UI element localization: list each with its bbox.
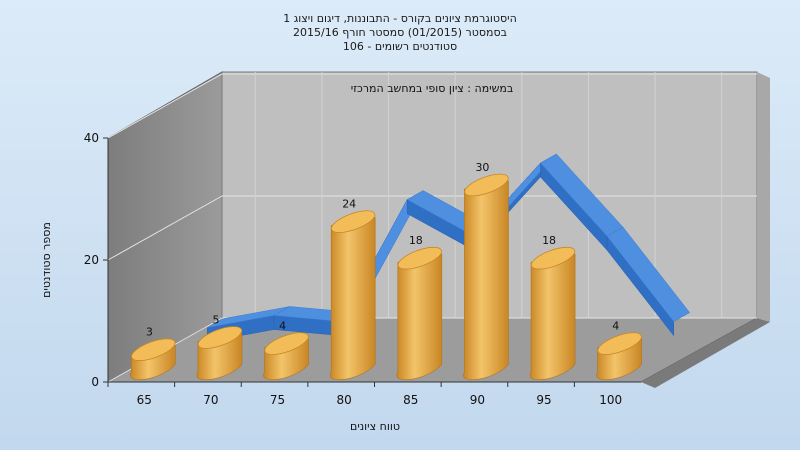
data-label-85: 18 (409, 234, 423, 247)
x-tick-label-1: 70 (203, 393, 218, 407)
data-label-100: 4 (612, 320, 619, 333)
data-label-95: 18 (542, 234, 556, 247)
bar-top-70 (197, 326, 243, 349)
bar-80 (329, 210, 376, 381)
bars-layer (129, 173, 642, 381)
x-tick-label-7: 100 (599, 393, 622, 407)
data-labels-layer: 3 5 4 24 18 30 18 4 (146, 161, 619, 339)
bar-top-65 (131, 338, 176, 361)
data-label-90: 30 (475, 161, 489, 174)
chart-title-line-1: היסטוגרמת ציונים בקורס - התבוננות, דיגום… (283, 12, 517, 25)
bar-75 (263, 332, 309, 381)
floor-edge (641, 318, 770, 388)
x-tick-label-6: 95 (536, 393, 551, 407)
data-label-65: 3 (146, 326, 153, 339)
x-tick-label-4: 85 (403, 393, 418, 407)
gridline-side-2 (107, 73, 223, 139)
bar-top-100 (597, 332, 642, 355)
x-tick-label-5: 90 (470, 393, 485, 407)
bar-70 (196, 326, 243, 381)
y-axis-title: מספר סטודנטים (40, 222, 53, 298)
data-label-80: 24 (342, 198, 356, 211)
bar-top-85 (397, 246, 442, 270)
y-tick-label-1: 20 (84, 253, 99, 267)
ribbon-top-segment-6 (606, 226, 691, 322)
x-tick-label-2: 75 (270, 393, 285, 407)
x-axis-title: טווח ציונים (350, 420, 400, 433)
bar-top-80 (331, 210, 376, 233)
bar-65 (129, 338, 176, 381)
bar-85 (396, 246, 443, 381)
data-label-70: 5 (212, 314, 219, 327)
bar-90 (463, 173, 509, 381)
bar-body-85 (396, 253, 443, 381)
chart-annotation: במשימה : ציון סופי במחשב המרכזי (351, 82, 514, 95)
data-label-75: 4 (279, 320, 286, 333)
chart-title-line-3: סטודנטים רשומים - 106 (343, 40, 457, 53)
bar-body-95 (529, 253, 576, 381)
chart-title-line-2: בסמסטר (01/2015) סמסטר חורף 2015/16 (293, 26, 507, 39)
x-tick-label-3: 80 (337, 393, 352, 407)
bar-top-90 (464, 173, 509, 197)
bar-top-95 (530, 246, 576, 270)
bar-100 (596, 332, 642, 381)
bar-body-90 (463, 180, 509, 381)
bar-body-80 (329, 217, 376, 381)
bar-95 (529, 246, 576, 381)
y-tick-label-0: 0 (91, 375, 99, 389)
bar-top-75 (264, 332, 309, 355)
axes: 0 20 40 65 70 75 80 85 90 95 100 (84, 131, 641, 407)
back-wall-edge (757, 72, 770, 322)
gridline-side-1 (107, 195, 223, 261)
y-tick-label-2: 40 (84, 131, 99, 145)
x-tick-label-0: 65 (137, 393, 152, 407)
